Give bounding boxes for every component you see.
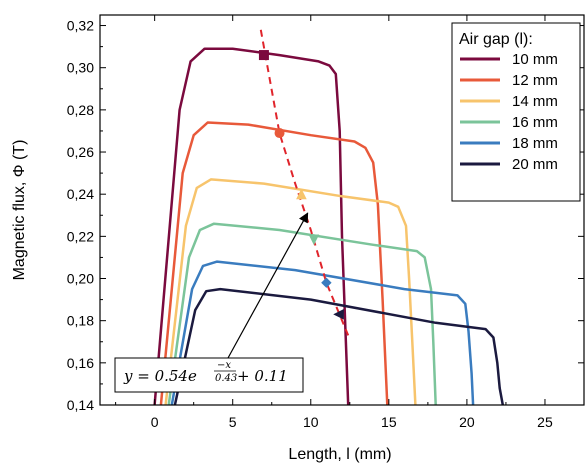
legend-label-4: 18 mm <box>512 135 558 152</box>
fit-curve <box>259 29 350 336</box>
fit-point-0 <box>258 50 269 61</box>
plot-frame <box>99 14 585 406</box>
series-line-5 <box>173 287 505 405</box>
legend-title: Air gap (l): <box>459 31 533 48</box>
legend-label-1: 12 mm <box>512 72 558 89</box>
y-tick-label: 0,20 <box>67 271 94 287</box>
y-axis-title: Magnetic flux, Φ (T) <box>11 140 28 281</box>
y-tick-label: 0,18 <box>67 313 94 329</box>
y-tick-label: 0,16 <box>67 355 94 371</box>
series-line-1 <box>159 121 389 405</box>
series-line-0 <box>153 47 350 405</box>
y-tick-label: 0,26 <box>67 144 94 160</box>
series-line-4 <box>170 260 475 405</box>
x-tick-label: 5 <box>229 414 237 430</box>
legend-label-2: 14 mm <box>512 93 558 110</box>
equation-exp-num: −x <box>217 360 231 371</box>
y-tick-label: 0,32 <box>67 18 94 34</box>
x-tick-label: 10 <box>303 414 319 430</box>
fit-point-4 <box>321 277 332 288</box>
fit-point-2 <box>296 188 307 200</box>
equation-rhs: + 0.11 <box>237 367 288 385</box>
equation-lhs: y = 0.54e <box>123 367 197 385</box>
equation-exp-den: 0.43 <box>215 373 237 384</box>
series-line-3 <box>167 222 437 405</box>
x-tick-label: 15 <box>381 414 397 430</box>
x-axis-title: Length, l (mm) <box>288 446 391 463</box>
y-tick-label: 0,30 <box>67 60 94 76</box>
x-tick-label: 20 <box>459 414 475 430</box>
y-tick-label: 0,22 <box>67 228 94 244</box>
annotation-arrow <box>227 212 309 359</box>
x-tick-label: 0 <box>151 414 159 430</box>
legend-label-0: 10 mm <box>512 51 558 68</box>
x-tick-label: 25 <box>537 414 553 430</box>
legend-box <box>451 22 581 202</box>
fit-point-1 <box>274 128 285 139</box>
legend-label-3: 16 mm <box>512 114 558 131</box>
equation-box <box>114 357 304 393</box>
fit-point-3 <box>308 234 320 246</box>
fit-point-5 <box>333 309 344 320</box>
y-tick-label: 0,14 <box>67 397 94 413</box>
y-tick-label: 0,24 <box>67 186 94 202</box>
y-tick-label: 0,28 <box>67 102 94 118</box>
legend-label-5: 20 mm <box>512 156 558 173</box>
